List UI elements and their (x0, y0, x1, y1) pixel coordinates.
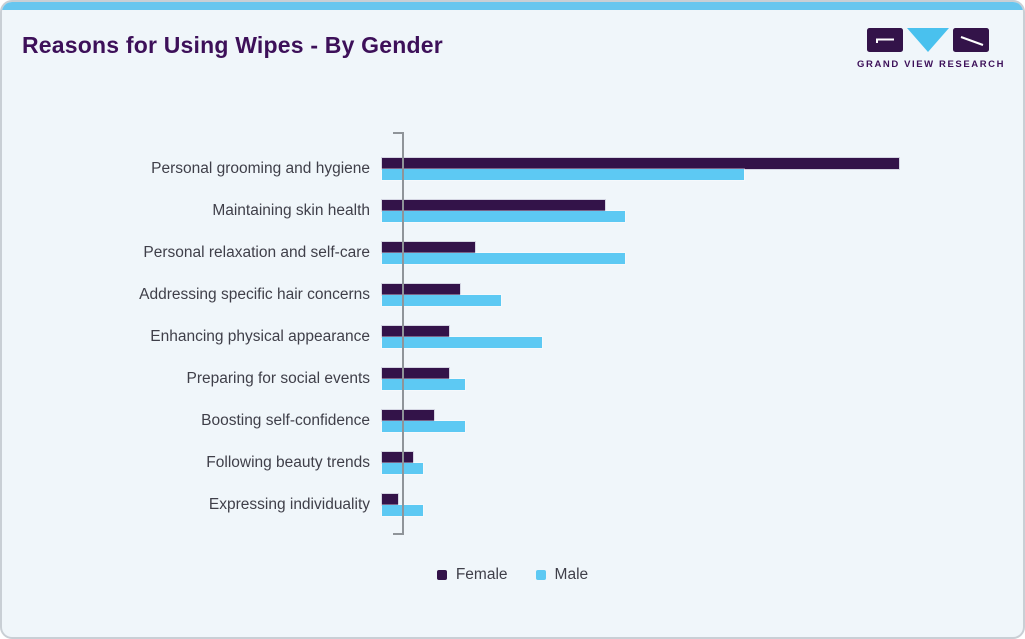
page-title: Reasons for Using Wipes - By Gender (22, 32, 443, 58)
category-label: Personal grooming and hygiene (151, 160, 370, 177)
bar-chart: Personal grooming and hygiene Maintaining… (2, 132, 1023, 535)
bar-male (382, 169, 745, 180)
chart-row: Personal grooming and hygiene (2, 148, 1003, 190)
bar-male (382, 211, 626, 222)
y-axis-line (393, 132, 404, 535)
bar-male (382, 421, 465, 432)
bar-group (382, 452, 1003, 474)
bar-group (382, 242, 1003, 264)
chart-rows: Personal grooming and hygiene Maintaining… (2, 132, 1003, 535)
gvr-logo: GRAND VIEW RESEARCH (857, 28, 1006, 70)
category-label: Maintaining skin health (212, 202, 370, 219)
chart-row: Enhancing physical appearance (2, 316, 1003, 358)
gvr-logo-icon (867, 28, 989, 52)
legend-label-female: Female (455, 566, 508, 583)
bar-group (382, 158, 1003, 180)
bar-group (382, 368, 1003, 390)
category-label: Preparing for social events (186, 370, 370, 387)
category-label: Personal relaxation and self-care (143, 244, 370, 261)
bar-male (382, 295, 502, 306)
chart-row: Following beauty trends (2, 442, 1003, 484)
bar-female (382, 410, 434, 421)
chart-row: Boosting self-confidence (2, 400, 1003, 442)
chart-row: Addressing specific hair concerns (2, 274, 1003, 316)
bar-female (382, 368, 450, 379)
category-label: Boosting self-confidence (201, 412, 370, 429)
top-accent-bar (2, 2, 1023, 10)
bar-group (382, 410, 1003, 432)
chart-row: Expressing individuality (2, 484, 1003, 526)
category-label: Enhancing physical appearance (150, 328, 370, 345)
chart-row: Preparing for social events (2, 358, 1003, 400)
gvr-logo-text: GRAND VIEW RESEARCH (857, 59, 1006, 70)
chart-row: Personal relaxation and self-care (2, 232, 1003, 274)
bar-male (382, 253, 626, 264)
bar-female (382, 326, 450, 337)
bar-female (382, 200, 605, 211)
legend-label-male: Male (554, 566, 589, 583)
chart-row: Maintaining skin health (2, 190, 1003, 232)
bar-group (382, 284, 1003, 306)
bar-male (382, 379, 465, 390)
header: Reasons for Using Wipes - By Gender GRAN… (2, 10, 1023, 80)
bar-male (382, 337, 543, 348)
legend: Female Male (2, 566, 1023, 584)
bar-female (382, 242, 476, 253)
bar-female (382, 284, 460, 295)
legend-item-female: Female (436, 566, 508, 584)
category-label: Addressing specific hair concerns (139, 286, 370, 303)
legend-item-male: Male (535, 566, 589, 584)
bar-group (382, 200, 1003, 222)
bar-female (382, 494, 398, 505)
bar-female (382, 452, 414, 463)
bar-group (382, 326, 1003, 348)
category-label: Expressing individuality (208, 496, 370, 513)
bar-female (382, 158, 900, 169)
male-color-swatch (535, 570, 546, 580)
female-color-swatch (436, 570, 447, 580)
category-label: Following beauty trends (206, 454, 370, 471)
bar-group (382, 494, 1003, 516)
